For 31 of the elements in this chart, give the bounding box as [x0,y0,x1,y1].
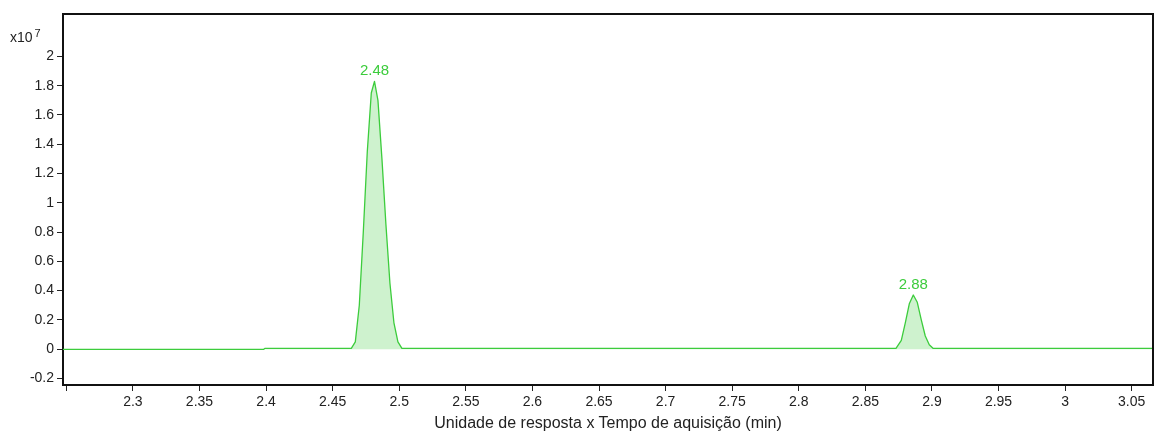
y-tick-label: 0.8 [34,222,55,239]
x-tick-label: 2.7 [655,393,676,410]
y-tick-label: 0.6 [34,252,55,269]
y-tick-label: 0.4 [34,281,55,298]
y-tick-label: 2 [46,47,55,64]
x-tick-label: 2.4 [256,393,277,410]
x-tick-label: 3 [1061,393,1070,410]
x-axis-title: Unidade de resposta x Tempo de aquisição (min) [434,413,782,431]
x-tick-label: 2.85 [851,393,880,410]
x-tick-label: 2.65 [585,393,613,410]
x-tick-label: 2.8 [789,393,809,410]
x-tick-label: 2.35 [185,393,214,410]
y-tick-label: 1.8 [34,76,55,93]
x-tick-label: 2.9 [922,393,942,410]
y-tick-label: 0 [46,340,55,356]
x-tick-label: 2.5 [389,393,410,410]
x-tick-label: 3.05 [1118,393,1146,410]
x-tick-label: 2.75 [718,393,747,410]
y-tick-label: 1 [46,193,55,210]
x-tick-label: 2.3 [123,393,143,410]
x-tick-label: 2.55 [452,393,480,410]
y-tick-label: 1.2 [34,164,55,181]
x-tick-label: 2.6 [522,393,543,410]
y-tick-label: 1.6 [34,105,55,122]
annotation: 2.88 [898,274,928,292]
y-tick-label: 1.4 [34,135,55,152]
y-tick-label: -0.2 [29,369,55,386]
annotation: 2.48 [359,60,390,78]
x-tick-label: 2.45 [319,393,347,410]
x-tick-label: 2.95 [984,393,1013,410]
y-tick-label: 0.2 [34,310,55,327]
